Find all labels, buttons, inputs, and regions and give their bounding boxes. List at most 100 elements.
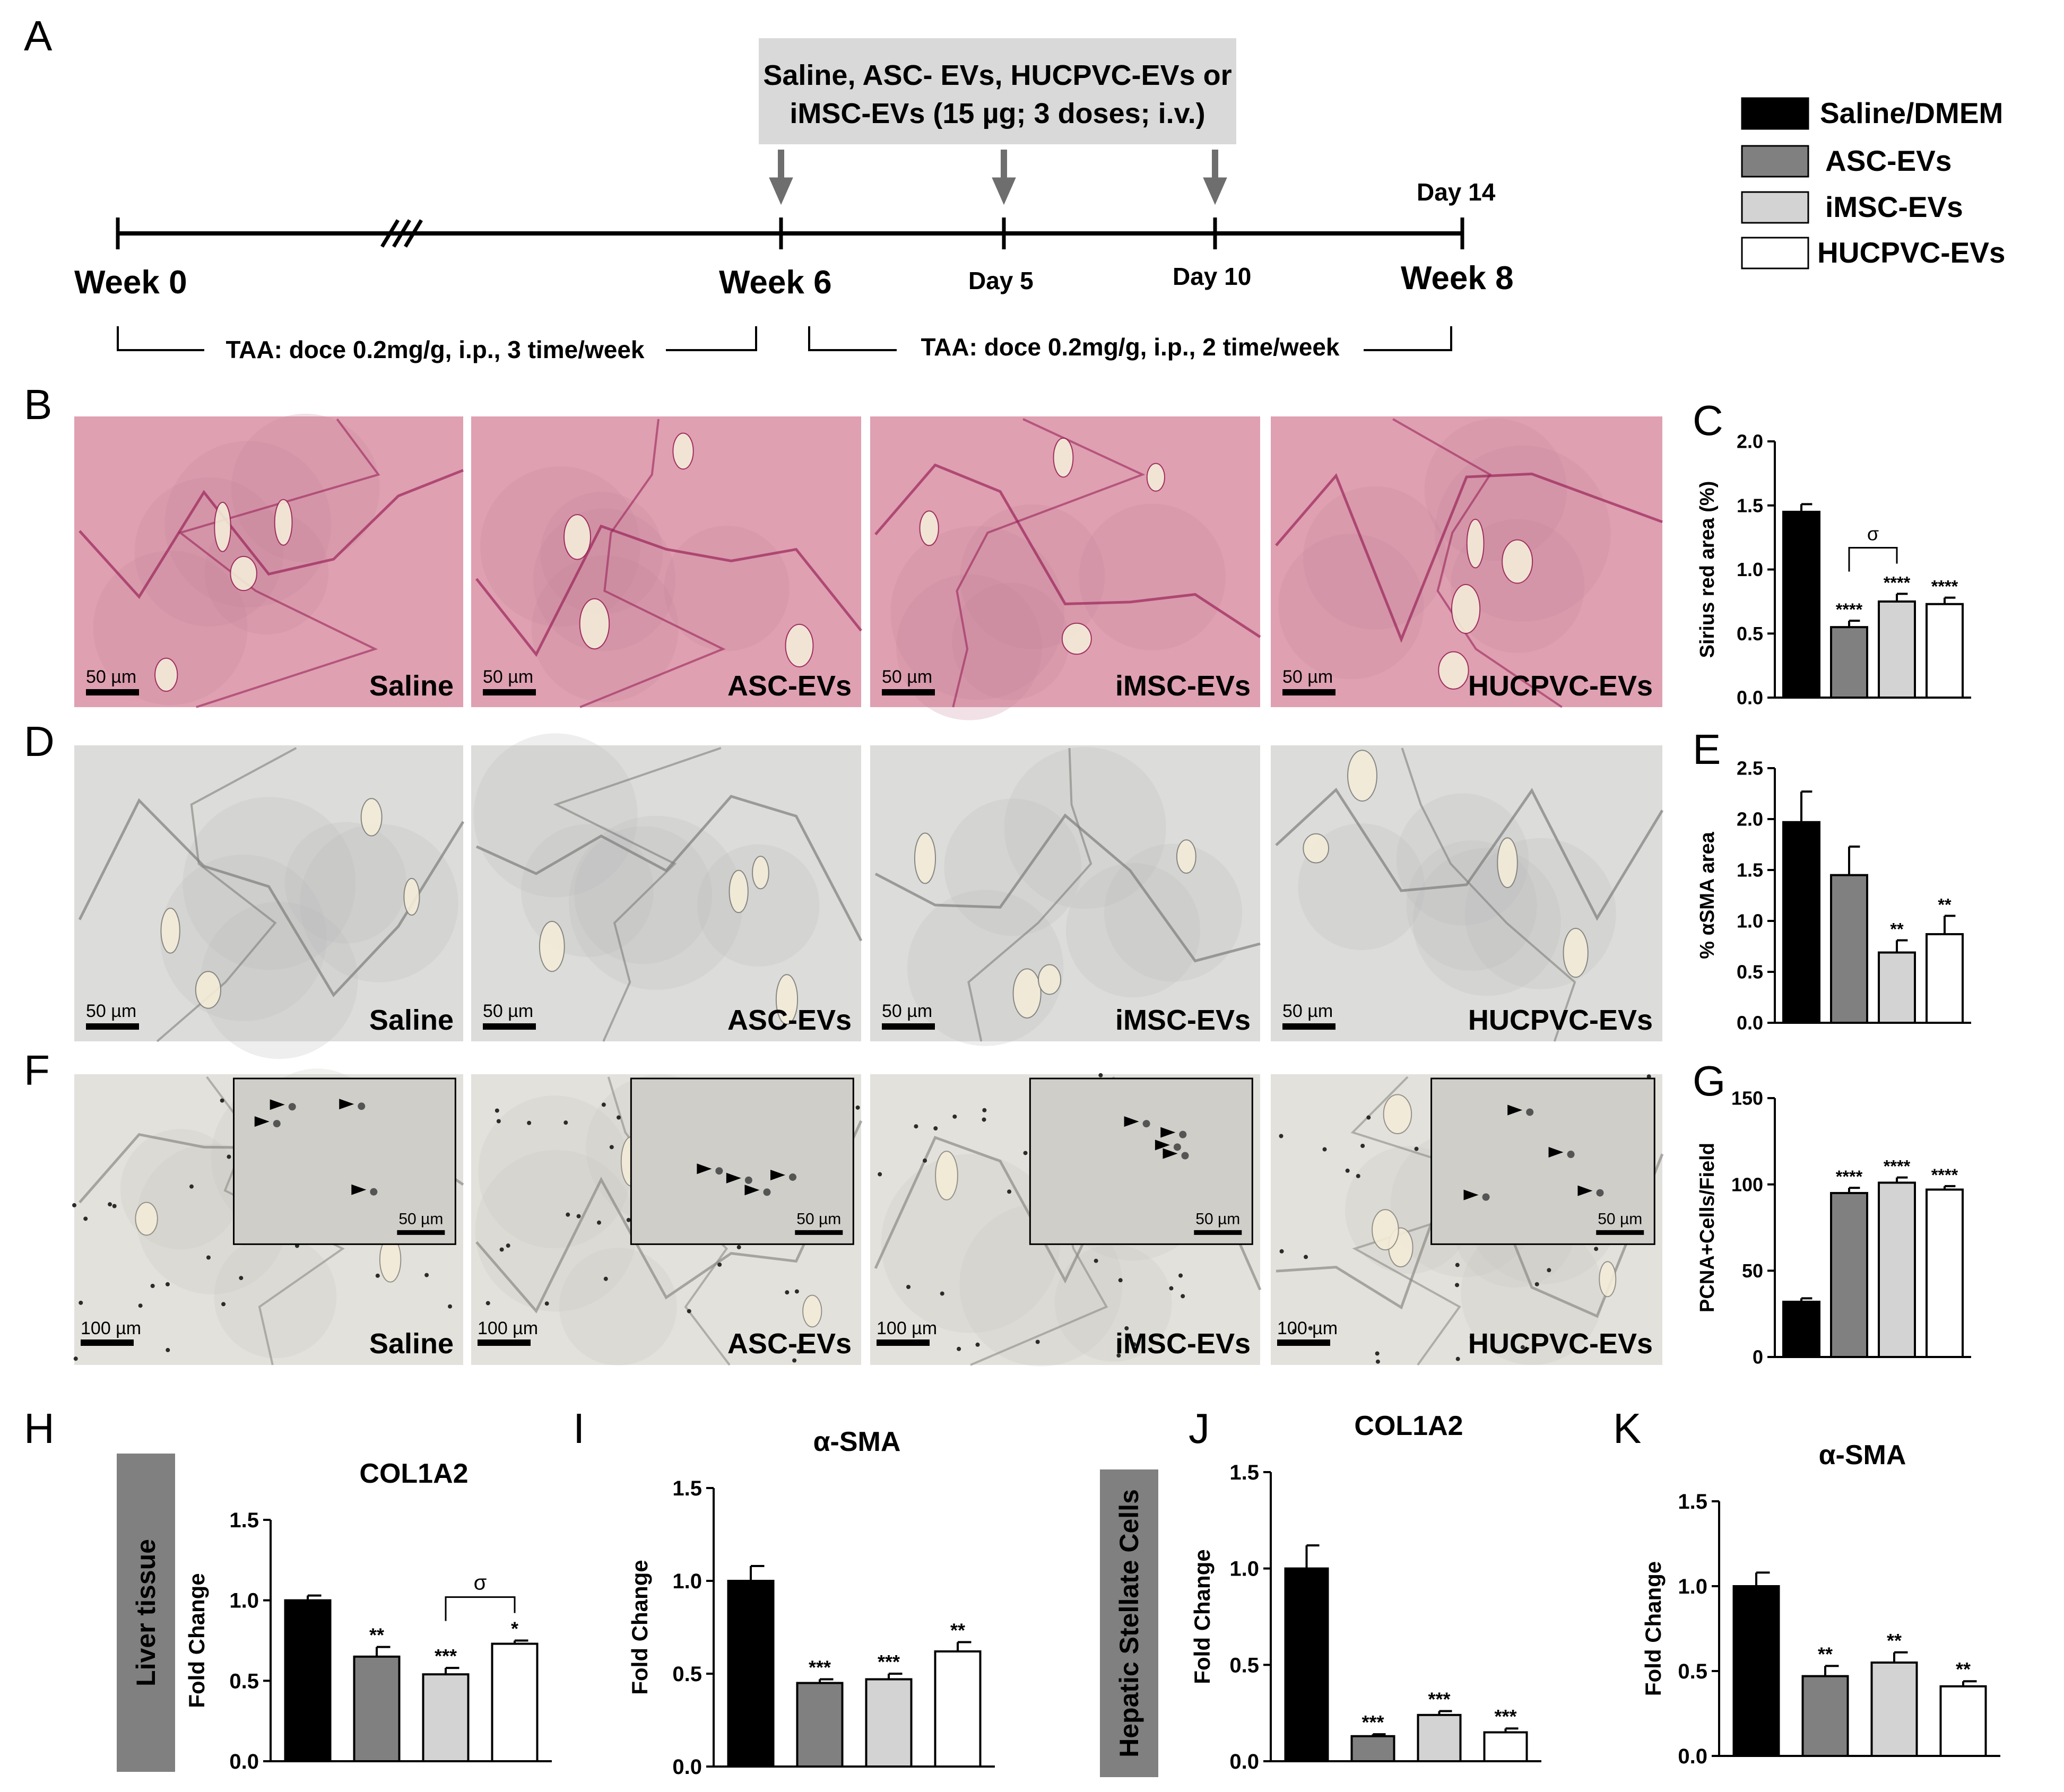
y-tick-label: 2.0 [1737,431,1763,453]
pcna-nucleus [1375,1359,1380,1364]
tissue-lobule [1461,1222,1603,1365]
arrowhead-icon [339,1099,354,1110]
bar [1926,933,1964,1024]
micrograph-group-label: iMSC-EVs [1115,1004,1251,1036]
y-tick-label: 1.0 [229,1589,259,1613]
y-tick-label: 1.0 [1737,559,1763,580]
label-week0: Week 0 [74,264,187,301]
significance-label: ** [950,1620,965,1641]
tissue-lobule [284,822,406,944]
label-day10: Day 10 [1173,263,1251,290]
vessel-lumen [1466,518,1485,569]
y-axis-label: Fold Change [1190,1549,1215,1684]
tissue-lobule [164,441,332,607]
micrograph-background [74,745,463,1041]
label-week6: Week 6 [719,264,832,301]
bar [865,1678,913,1768]
pcna-nucleus [1308,1326,1313,1330]
pcna-nucleus [792,1358,797,1363]
tissue-lobule [1434,445,1611,622]
pcna-nucleus [506,1243,510,1248]
significance-bracket [1848,546,1898,572]
scale-label: 50 µm [882,1001,932,1021]
tissue-lobule [1298,823,1425,950]
fibrous-septum [475,524,862,657]
micrograph-group-label: HUCPVC-EVs [1468,1328,1653,1360]
pcna-nucleus [1007,1189,1012,1194]
arrowhead-icon [1577,1185,1593,1196]
bar [1830,874,1868,1024]
y-tick-label: 1.5 [1229,1461,1259,1484]
pcna-nucleus [1356,1173,1360,1178]
vessel-lumen [1438,651,1469,690]
pcna-nucleus [744,1176,752,1184]
dose-arrows [769,150,1227,205]
significance-label: ** [1956,1658,1971,1680]
timeline: Saline, ASC- EVs, HUCPVC-EVs or iMSC-EVs… [74,38,1514,363]
tissue-lobule [896,574,1042,720]
pcna-nucleus [1455,1283,1460,1288]
pcna-nucleus [1169,1286,1174,1291]
y-tick-label: 2.0 [1737,808,1763,830]
pcna-nucleus [1181,1294,1185,1299]
vessel-lumen [214,501,231,552]
bar [1939,1685,1987,1758]
pcna-nucleus [166,1347,170,1352]
dose-arrow-icon [992,150,1016,205]
pcna-nucleus [108,1202,112,1207]
tissue-lobule [1450,519,1585,653]
fibrous-septum [967,747,1092,1042]
panel-letter-b: B [24,381,52,428]
tissue-lobule [960,504,1105,649]
scale-label: 100 µm [478,1318,538,1338]
y-tick-label: 0.5 [1737,961,1763,983]
pcna-nucleus [485,1301,490,1306]
axis-break-icon [380,219,423,248]
y-axis-label: % αSMA area [1696,831,1719,959]
vessel-lumen [230,555,257,591]
y-tick-label: 1.5 [1737,494,1763,516]
pcna-nucleus [1116,1353,1121,1358]
taa-bracket-1b [666,326,757,351]
micrograph-B-0: 50 µm Saline [74,413,464,708]
pcna-nucleus [206,1255,211,1260]
micrograph-group-label: Saline [369,1004,454,1036]
bracket-label: σ [1867,523,1879,544]
vessel-lumen [729,869,749,914]
tissue-lobule [664,526,790,651]
tissue-lobule [890,526,1064,700]
legend-swatch [1741,145,1809,178]
micrograph-D-2: 50 µm iMSC-EVs [870,745,1261,1046]
bar [1878,951,1916,1024]
vessel-lumen [1451,584,1481,634]
significance-label: ** [1938,895,1952,914]
y-tick-label: 2.5 [1737,758,1763,779]
tissue-lobule [697,844,820,967]
y-tick-label: 0.0 [1678,1745,1707,1768]
pcna-nucleus [227,1154,231,1159]
significance-label: *** [1361,1711,1384,1733]
micrograph-group-label: Saline [369,1328,454,1360]
micrograph-B-1: 50 µm ASC-EVs [471,416,862,708]
scale-label: 100 µm [877,1318,937,1338]
vessel-lumen [579,598,610,650]
y-tick-label: 0.5 [1678,1660,1707,1683]
taa-label-2: TAA: doce 0.2mg/g, i.p., 2 time/week [921,333,1339,361]
pcna-nucleus [1118,1278,1123,1283]
tissue-lobule [231,413,380,562]
micrograph-background [1271,416,1662,707]
pcna-nucleus [1322,1147,1327,1152]
taa-bracket-1 [117,326,204,351]
y-tick-label: 1.5 [672,1477,702,1500]
y-tick-label: 1.0 [1678,1575,1707,1598]
significance-label: * [511,1618,518,1640]
tissue-lobule [1104,843,1243,982]
panel-letter-a: A [24,12,53,59]
tissue-lobule [480,466,640,627]
vessel-lumen [1303,833,1330,864]
pcna-nucleus [1179,1130,1187,1138]
vessel-lumen [1372,1209,1399,1251]
pcna-nucleus [603,1276,608,1281]
